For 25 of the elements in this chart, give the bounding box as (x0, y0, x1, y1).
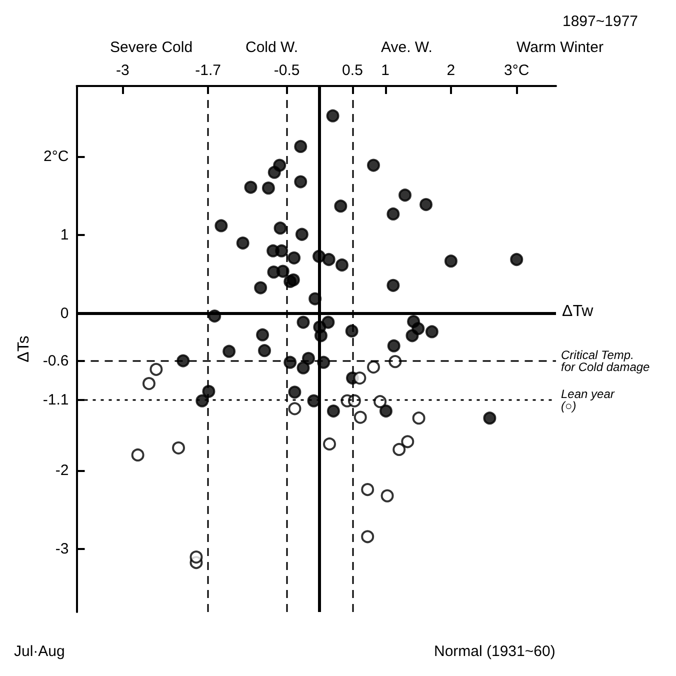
x-axis-title: ΔTw (562, 303, 594, 320)
x-tick-label: 1 (381, 62, 390, 79)
text: Cold W. (246, 39, 298, 56)
text: Jul·Aug (14, 643, 65, 660)
text: Warm Winter (516, 39, 604, 56)
y-tick-label: -2 (55, 462, 69, 480)
x-tick-label: -3 (116, 62, 130, 79)
text: Ave. W. (381, 39, 432, 56)
y-tick-label: -0.6 (42, 352, 69, 370)
x-tick-label: 3°C (504, 62, 530, 79)
text: Severe Cold (110, 39, 193, 56)
y-tick-label: -3 (55, 540, 69, 558)
x-tick-label: 0.5 (342, 62, 363, 79)
x-tick-label: 2 (446, 62, 456, 79)
y-tick-label: -1.1 (42, 392, 69, 409)
y-axis-title: ΔTs (16, 336, 32, 362)
y-tick-label: 2°C (44, 148, 69, 166)
text: 1897~1977 (562, 13, 638, 30)
y-tick-label: 1 (60, 226, 69, 244)
y-tick-label: 0 (60, 305, 69, 322)
ref-line-label: Lean year (○) (561, 387, 616, 414)
x-tick-label: -1.7 (195, 62, 221, 79)
x-tick-label: -0.5 (274, 62, 300, 79)
text: Normal (1931~60) (434, 643, 556, 660)
ref-line-label: Critical Temp. for Cold damage (561, 348, 650, 374)
